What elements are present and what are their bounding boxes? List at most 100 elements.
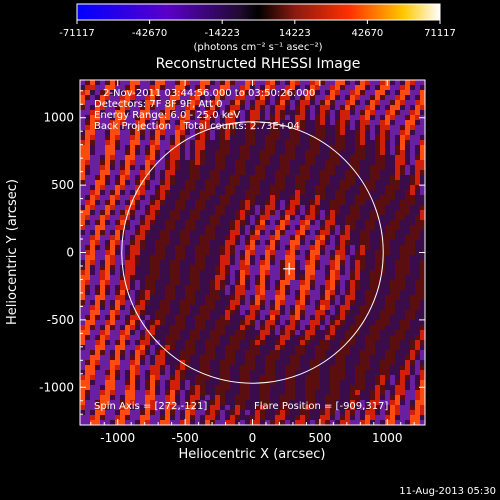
heatmap-cell (345, 230, 351, 236)
heatmap-cell (210, 165, 216, 171)
heatmap-cell (310, 165, 316, 171)
heatmap-cell (100, 300, 106, 306)
heatmap-cell (360, 285, 366, 291)
heatmap-cell (310, 130, 316, 136)
heatmap-cell (370, 345, 376, 351)
heatmap-cell (410, 220, 416, 226)
heatmap-cell (295, 150, 301, 156)
heatmap-cell (235, 410, 241, 416)
heatmap-cell (350, 145, 356, 151)
heatmap-cell (130, 250, 136, 256)
heatmap-cell (290, 335, 296, 341)
heatmap-cell (365, 370, 371, 376)
heatmap-cell (285, 190, 291, 196)
heatmap-cell (95, 100, 101, 106)
heatmap-cell (330, 195, 336, 201)
heatmap-cell (235, 355, 241, 361)
heatmap-cell (150, 100, 156, 106)
heatmap-cell (235, 335, 241, 341)
heatmap-cell (365, 400, 371, 406)
heatmap-cell (295, 410, 301, 416)
heatmap-cell (245, 115, 251, 121)
heatmap-cell (225, 95, 231, 101)
heatmap-cell (220, 100, 226, 106)
heatmap-cell (90, 290, 96, 296)
heatmap-cell (205, 100, 211, 106)
heatmap-cell (145, 255, 151, 261)
heatmap-cell (310, 145, 316, 151)
heatmap-cell (200, 180, 206, 186)
heatmap-cell (420, 210, 425, 216)
heatmap-cell (140, 260, 146, 266)
heatmap-cell (90, 115, 96, 121)
heatmap-cell (185, 295, 191, 301)
heatmap-cell (230, 420, 236, 425)
heatmap-cell (340, 260, 346, 266)
heatmap-cell (215, 255, 221, 261)
heatmap-cell (200, 225, 206, 231)
heatmap-cell (375, 105, 381, 111)
heatmap-cell (290, 290, 296, 296)
heatmap-cell (245, 240, 251, 246)
heatmap-cell (85, 190, 91, 196)
heatmap-cell (255, 180, 261, 186)
heatmap-cell (420, 215, 425, 221)
heatmap-cell (370, 305, 376, 311)
heatmap-cell (320, 375, 326, 381)
heatmap-cell (160, 380, 166, 386)
heatmap-cell (290, 100, 296, 106)
heatmap-cell (95, 350, 101, 356)
heatmap-cell (335, 155, 341, 161)
heatmap-cell (175, 395, 181, 401)
heatmap-cell (280, 235, 286, 241)
heatmap-cell (210, 170, 216, 176)
heatmap-cell (190, 355, 196, 361)
heatmap-cell (280, 355, 286, 361)
heatmap-cell (90, 130, 96, 136)
heatmap-cell (285, 275, 291, 281)
heatmap-cell (95, 305, 101, 311)
heatmap-cell (295, 325, 301, 331)
heatmap-cell (420, 380, 425, 386)
heatmap-cell (205, 160, 211, 166)
heatmap-cell (125, 360, 131, 366)
heatmap-cell (215, 260, 221, 266)
heatmap-cell (405, 390, 411, 396)
heatmap-cell (225, 335, 231, 341)
heatmap-cell (310, 160, 316, 166)
heatmap-cell (265, 130, 271, 136)
heatmap-cell (305, 180, 311, 186)
heatmap-cell (395, 130, 401, 136)
heatmap-cell (110, 320, 116, 326)
heatmap-cell (155, 380, 161, 386)
heatmap-cell (85, 220, 91, 226)
heatmap-cell (85, 135, 91, 141)
heatmap-cell (180, 315, 186, 321)
heatmap-cell (365, 225, 371, 231)
heatmap-cell (300, 365, 306, 371)
heatmap-cell (220, 305, 226, 311)
heatmap-cell (270, 175, 276, 181)
heatmap-cell (180, 120, 186, 126)
heatmap-cell (130, 235, 136, 241)
heatmap-cell (295, 265, 301, 271)
heatmap-cell (410, 355, 416, 361)
heatmap-cell (215, 240, 221, 246)
heatmap-cell (405, 360, 411, 366)
heatmap-cell (320, 355, 326, 361)
heatmap-cell (330, 300, 336, 306)
heatmap-cell (405, 380, 411, 386)
heatmap-cell (85, 420, 91, 425)
heatmap-cell (330, 185, 336, 191)
heatmap-cell (305, 275, 311, 281)
heatmap-cell (120, 310, 126, 316)
heatmap-cell (270, 380, 276, 386)
heatmap-cell (140, 130, 146, 136)
heatmap-cell (410, 150, 416, 156)
heatmap-cell (250, 315, 256, 321)
heatmap-cell (350, 170, 356, 176)
heatmap-cell (395, 265, 401, 271)
heatmap-cell (150, 240, 156, 246)
heatmap-cell (410, 115, 416, 121)
heatmap-cell (410, 405, 416, 411)
